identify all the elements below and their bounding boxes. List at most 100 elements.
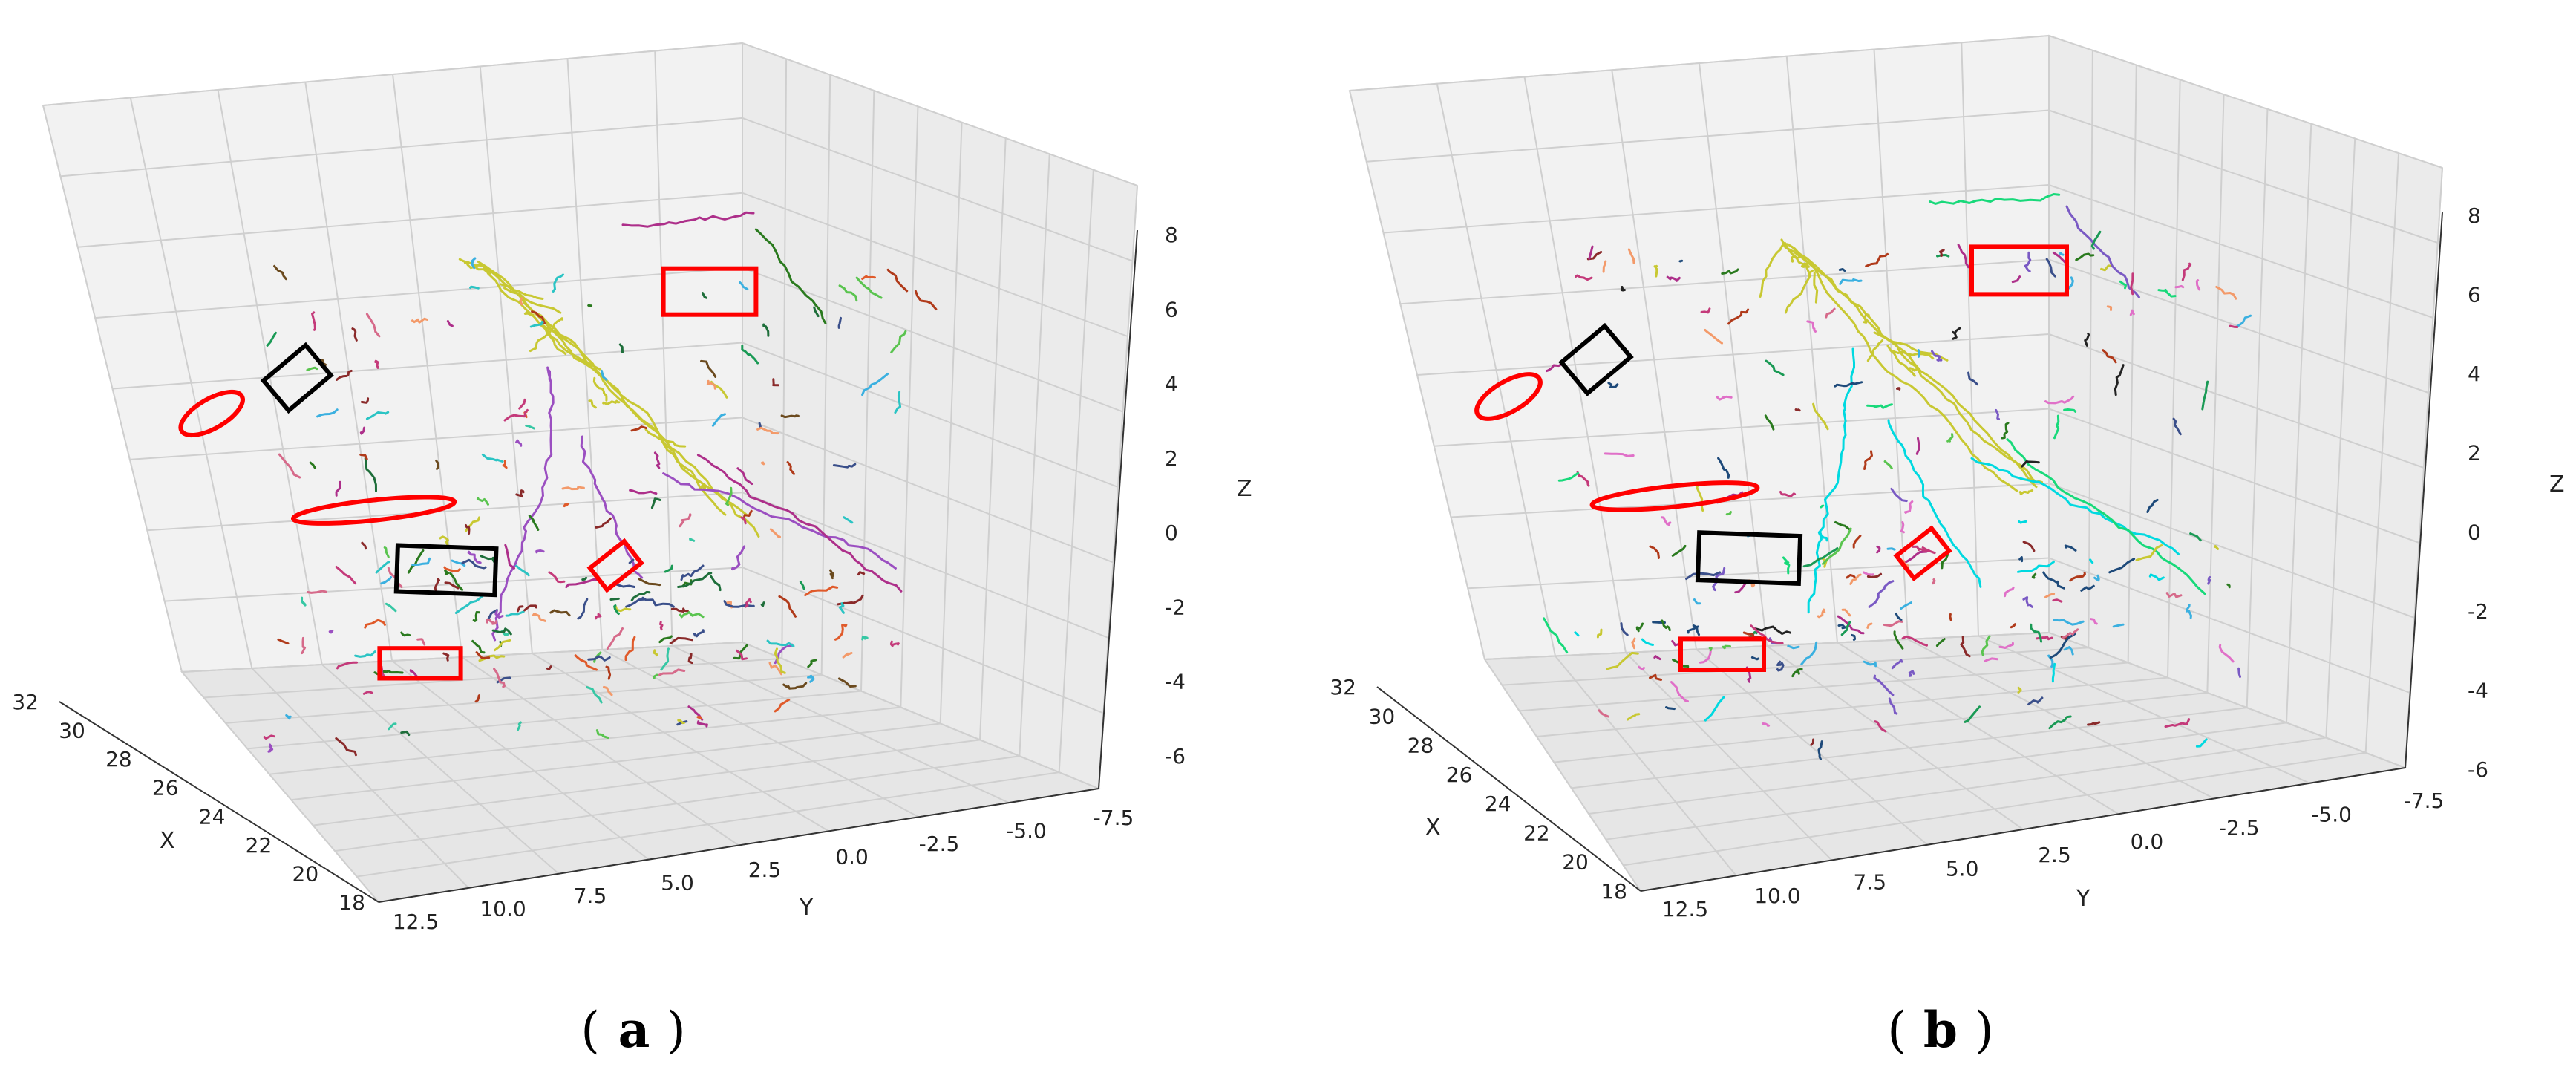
fragment-segment <box>328 630 334 634</box>
grid-line-z <box>742 567 1104 714</box>
grid-line-z <box>1383 184 2050 234</box>
grid-line-z <box>42 42 743 106</box>
y-axis-line <box>1640 767 2406 892</box>
grid-line-z <box>60 117 743 177</box>
highlight-rect <box>1969 244 2069 297</box>
z-tick-label: -6 <box>1165 744 1186 768</box>
fragment-segment <box>2164 718 2191 728</box>
fragment-segment <box>481 453 504 463</box>
fragment-segment <box>1838 268 1846 272</box>
fragment-segment <box>1575 274 1593 281</box>
fragment-segment <box>679 611 705 619</box>
fragment-segment <box>1692 624 1700 636</box>
fragment-segment <box>2063 408 2077 413</box>
fragment-segment <box>723 600 755 608</box>
fragment-segment <box>1817 740 1823 760</box>
panel-b-label: b <box>1923 1001 1958 1059</box>
fragment-segment <box>1893 630 1904 650</box>
branch-segment <box>1887 419 1982 588</box>
z-tick-label: -2 <box>2468 599 2488 624</box>
fragment-segment <box>277 638 290 645</box>
tick-labels: 323028262422201812.510.07.55.02.50.0-2.5… <box>12 223 1186 934</box>
grid-line-x <box>1484 659 1641 892</box>
fragment-segment <box>454 594 484 614</box>
fragment-segment <box>1957 244 1969 269</box>
fragment-segment <box>2064 544 2077 552</box>
fragment-segment <box>2135 544 2163 561</box>
fragment-segment <box>736 649 748 661</box>
fragment-segment <box>2051 662 2056 683</box>
fragment-segment <box>890 330 907 353</box>
branch-segment <box>491 366 555 642</box>
fragment-segment <box>834 624 848 641</box>
fragment-segment <box>2063 646 2074 656</box>
grid-line-y <box>2167 79 2181 678</box>
highlight-rect <box>377 646 463 681</box>
fragment-segment <box>2018 556 2024 563</box>
y-tick-label: 12.5 <box>1662 897 1708 921</box>
fragment-segment <box>700 359 717 378</box>
y-tick-label: -5.0 <box>1006 819 1047 843</box>
fragment-segment <box>1596 628 1603 639</box>
fragment-segment <box>629 489 658 495</box>
fragment-segment <box>1866 572 1883 578</box>
fragment-segment <box>658 668 686 676</box>
axes <box>1376 212 2443 892</box>
fragment-segment <box>659 621 664 631</box>
fragment-segment <box>1936 254 1950 258</box>
y-tick-label: 2.5 <box>2038 843 2071 867</box>
fragment-segment <box>519 297 523 306</box>
fragment-segment <box>837 677 857 688</box>
fragment-segment <box>1574 631 1580 637</box>
fragment-segment <box>2195 738 2208 748</box>
fragment-segment <box>1895 613 1903 621</box>
fragment-segment <box>354 650 376 658</box>
x-tick-label: 32 <box>1330 675 1356 699</box>
grid-line-z <box>2048 35 2443 169</box>
fragment-segment <box>2045 258 2056 278</box>
fragment-segment <box>2087 721 2101 726</box>
fragment-segment <box>515 564 530 577</box>
fragment-segment <box>306 366 318 371</box>
grid-line-y <box>1536 676 2168 737</box>
fragment-segment <box>2001 422 2010 440</box>
panel-b-open-paren: ( <box>1887 1002 1906 1059</box>
fragment-segment <box>451 559 466 567</box>
fragment-segment <box>2090 618 2098 625</box>
grid-line-y <box>781 59 788 659</box>
branch-segment <box>463 261 491 275</box>
grid-line-y <box>1058 169 1094 773</box>
fragment-segment <box>1717 457 1730 479</box>
x-tick-label: 24 <box>199 804 226 829</box>
branch-segment <box>621 211 755 228</box>
fragment-segment <box>2102 349 2117 364</box>
fragment-segment <box>1822 527 1852 565</box>
fragment-segment <box>1921 546 1936 555</box>
branch-segment <box>2006 438 2206 595</box>
fragment-segment <box>1817 531 1828 542</box>
fragment-segment <box>2031 572 2037 579</box>
fragment-segment <box>285 714 292 720</box>
fragment-segment <box>434 578 440 593</box>
fragment-segment <box>782 682 808 690</box>
fragment-segment <box>630 425 647 432</box>
fragment-segment <box>838 602 845 614</box>
fragment-segment <box>1653 264 1658 278</box>
fragment-segment <box>301 636 307 655</box>
fragment-segment <box>531 310 546 324</box>
grid-line-z <box>742 117 1133 262</box>
branch-segment <box>543 327 601 371</box>
fragment-segment <box>2090 230 2102 250</box>
fragment-segment <box>696 716 702 720</box>
fragment-segment <box>760 461 765 466</box>
fragment-segment <box>669 636 693 644</box>
fragment-segment <box>618 343 624 353</box>
fragment-segment <box>476 497 489 506</box>
fragment-segment <box>1883 460 1893 470</box>
fragment-segment <box>595 613 602 620</box>
fragment-segment <box>1863 571 1874 576</box>
grid-line-x <box>391 660 650 861</box>
fragment-segment <box>774 647 786 674</box>
fragment-segment <box>1981 635 1991 656</box>
